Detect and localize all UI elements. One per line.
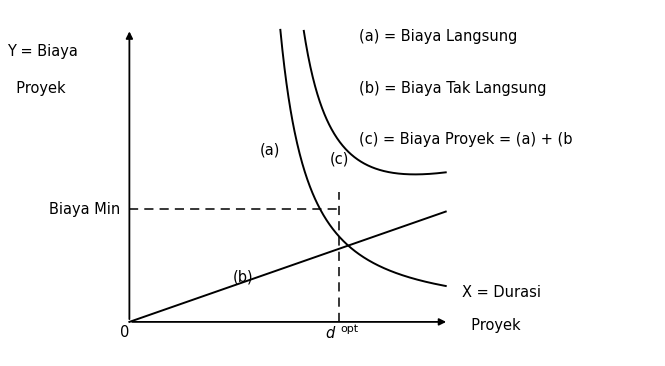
Text: (a): (a)	[260, 143, 281, 157]
Text: 0: 0	[120, 325, 129, 340]
Text: d: d	[325, 326, 334, 341]
Text: (c): (c)	[330, 152, 349, 167]
Text: (a) = Biaya Langsung: (a) = Biaya Langsung	[359, 29, 517, 44]
Text: Proyek: Proyek	[7, 81, 65, 96]
Text: (c) = Biaya Proyek = (a) + (b: (c) = Biaya Proyek = (a) + (b	[359, 132, 573, 147]
Text: (b) = Biaya Tak Langsung: (b) = Biaya Tak Langsung	[359, 81, 547, 96]
Text: X = Durasi: X = Durasi	[462, 285, 541, 300]
Text: Biaya Min: Biaya Min	[49, 202, 120, 217]
Text: (b): (b)	[233, 270, 253, 285]
Text: opt: opt	[341, 324, 359, 334]
Text: Y = Biaya: Y = Biaya	[7, 44, 78, 59]
Text: Proyek: Proyek	[462, 318, 521, 333]
